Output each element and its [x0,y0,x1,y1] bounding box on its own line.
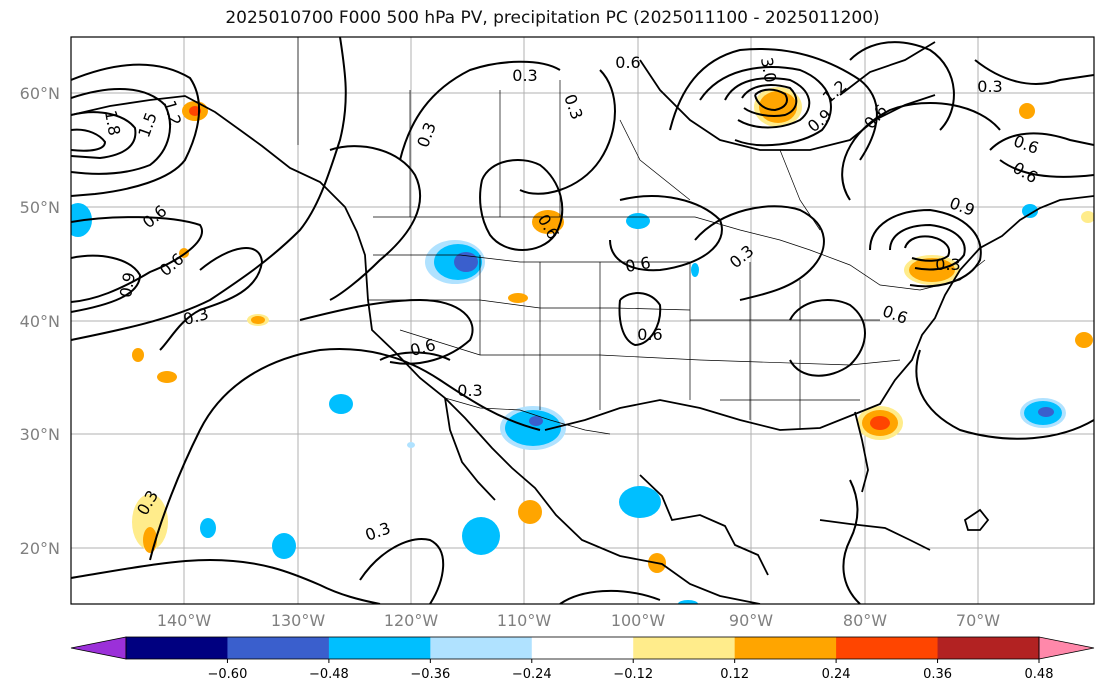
colorbar-segment [126,637,228,659]
colorbar-frame [125,636,1040,660]
lon-label-110w: 110°W [497,611,552,630]
lat-label-40n: 40°N [20,312,60,331]
coastlines [71,41,1094,604]
contour-label: 0.6 [637,325,662,344]
map-frame [70,36,1095,605]
colorbar-tick-label: −0.12 [613,667,653,682]
colorbar-tick-label: 0.48 [1025,667,1054,682]
lat-label-60n: 60°N [20,84,60,103]
contour-label: 0.3 [977,77,1002,96]
contour-label: 0.6 [624,253,652,276]
lon-label-140w: 140°W [157,611,212,630]
latitude-labels: 60°N 50°N 40°N 30°N 20°N [20,84,60,558]
contour-label: 0.3 [935,255,960,274]
colorbar-tick-label: −0.48 [309,667,349,682]
colorbar-segment [531,637,634,659]
colorbar-segment [328,637,431,659]
colorbar-segment [430,637,533,659]
lon-label-80w: 80°W [843,611,887,630]
lat-label-30n: 30°N [20,425,60,444]
colorbar-tick-label: 0.12 [720,667,749,682]
lon-label-120w: 120°W [384,611,439,630]
contour-label: 0.3 [512,66,537,85]
colorbar-extend-high [1038,636,1095,660]
colorbar-extend-low [70,636,127,660]
colorbar: −0.60 −0.48 −0.36 −0.24 −0.12 0.12 0.24 0.36 0.4… [70,636,1095,682]
colorbar-tick-label: −0.60 [208,667,248,682]
map-title: 2025010700 F000 500 hPa PV, precipitatio… [225,8,880,28]
lon-label-100w: 100°W [611,611,666,630]
colorbar-segment [734,637,837,659]
lon-label-70w: 70°W [956,611,1000,630]
lat-label-50n: 50°N [20,198,60,217]
lon-label-90w: 90°W [729,611,773,630]
colorbar-segment [836,637,939,659]
contour-label: 0.6 [615,53,640,72]
lon-label-130w: 130°W [271,611,326,630]
contour-label: 0.9 [116,271,139,299]
contour-label: 1.8 [101,109,124,137]
colorbar-tick-label: −0.24 [512,667,552,682]
colorbar-tick-label: 0.36 [923,667,952,682]
longitude-labels: 140°W 130°W 120°W 110°W 100°W 90°W 80°W … [157,611,1000,630]
contour-label: 0.3 [457,381,482,400]
pv-contours [71,37,1094,604]
contour-label: 3.0 [757,56,780,84]
colorbar-tick-label: −0.36 [410,667,450,682]
colorbar-segment [633,637,736,659]
colorbar-segment [227,637,330,659]
lat-label-20n: 20°N [20,539,60,558]
colorbar-segment [937,637,1040,659]
colorbar-tick-label: 0.24 [822,667,851,682]
